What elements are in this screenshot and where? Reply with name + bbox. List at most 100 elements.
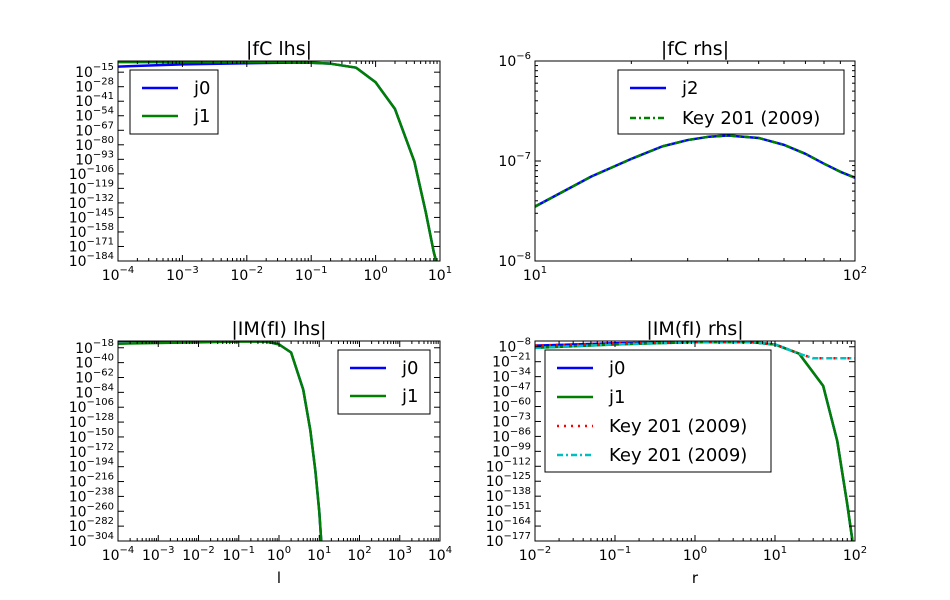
legend-label: j1 <box>193 106 210 127</box>
y-tick-label: 10−40 <box>75 353 114 372</box>
y-tick-label: 10−47 <box>492 382 531 401</box>
y-tick-label: 10−54 <box>75 106 114 125</box>
y-tick-label: 10−106 <box>69 397 114 416</box>
legend-label: j0 <box>193 78 210 99</box>
y-tick-label: 10−99 <box>492 441 531 460</box>
chart-title: |IM(fI) lhs| <box>231 318 326 340</box>
x-tick-label: 10−2 <box>182 545 215 564</box>
x-tick-label: 10−2 <box>231 265 264 284</box>
x-tick-label: 100 <box>267 545 291 564</box>
y-tick-label: 10−145 <box>69 207 114 226</box>
y-tick-label: 10−132 <box>69 193 114 212</box>
legend-box <box>544 349 772 473</box>
y-tick-label: 10−73 <box>492 411 531 430</box>
series-line-key-201-2009--1 <box>535 134 855 208</box>
y-tick-label: 10−184 <box>69 251 114 270</box>
series-line-j2-0 <box>535 134 855 208</box>
y-tick-label: 10−128 <box>69 412 114 431</box>
y-tick-label: 10−7 <box>498 151 531 170</box>
x-tick-label: 102 <box>843 545 867 564</box>
legend-label: Key 201 (2009) <box>682 108 820 129</box>
y-tick-label: 10−8 <box>498 337 531 356</box>
x-tick-label: 101 <box>763 545 787 564</box>
y-tick-label: 10−260 <box>69 501 114 520</box>
y-tick-label: 10−67 <box>75 120 114 139</box>
y-tick-label: 10−60 <box>492 397 531 416</box>
chart-title: |fC lhs| <box>246 38 312 60</box>
y-tick-label: 10−21 <box>492 352 531 371</box>
x-tick-label: 100 <box>683 545 707 564</box>
chart-title: |fC rhs| <box>661 38 729 60</box>
y-tick-label: 10−80 <box>75 135 114 154</box>
x-tick-label: 10−3 <box>166 265 199 284</box>
y-tick-label: 10−158 <box>69 222 114 241</box>
y-tick-label: 10−41 <box>75 91 114 110</box>
x-tick-label: 10−4 <box>102 265 135 284</box>
chart-panel-1: 10−4 10−3 10−2 10−1 100 10110−1510−2810−4110−… <box>69 38 452 284</box>
y-tick-label: 10−34 <box>492 367 531 386</box>
y-tick-label: 10−86 <box>492 426 531 445</box>
x-tick-label: 10−2 <box>519 545 552 564</box>
legend: j0 j1 Key 201 (2009) Key 201 (2009) <box>544 349 772 473</box>
y-tick-label: 10−177 <box>486 531 531 550</box>
legend-label: Key 201 (2009) <box>609 416 747 437</box>
x-tick-label: 10−1 <box>222 545 255 564</box>
y-tick-label: 10−18 <box>75 338 114 357</box>
y-tick-label: 10−150 <box>69 427 114 446</box>
y-tick-label: 10−62 <box>75 367 114 386</box>
x-axis-label: r <box>692 569 699 587</box>
legend-box <box>617 69 845 135</box>
y-tick-label: 10−216 <box>69 472 114 491</box>
x-tick-label: 100 <box>363 265 387 284</box>
y-tick-label: 10−84 <box>75 382 114 401</box>
y-tick-label: 10−282 <box>69 516 114 535</box>
x-axis-label: l <box>277 569 281 587</box>
x-tick-label: 101 <box>307 545 331 564</box>
y-tick-label: 10−106 <box>69 164 114 183</box>
x-tick-label: 104 <box>428 545 452 564</box>
x-tick-label: 10−4 <box>102 545 135 564</box>
chart-panel-2: 101 102 10−8 10−7 10−6 |fC rhs| j2 Key 201 (200… <box>498 38 867 284</box>
y-tick-label: 10−28 <box>75 77 114 96</box>
y-tick-label: 10−172 <box>69 442 114 461</box>
y-tick-label: 10−112 <box>486 456 531 475</box>
series-line-j0-0 <box>118 341 323 541</box>
series-line-j1-1 <box>118 341 323 541</box>
x-tick-label: 101 <box>523 265 547 284</box>
y-tick-label: 10−125 <box>486 471 531 490</box>
x-tick-label: 103 <box>388 545 412 564</box>
legend: j2 Key 201 (2009) <box>617 69 845 135</box>
y-tick-label: 10−15 <box>75 62 114 81</box>
legend-label: j2 <box>681 78 698 99</box>
legend-box <box>337 349 431 415</box>
y-tick-label: 10−194 <box>69 457 114 476</box>
legend-label: j1 <box>608 387 625 408</box>
x-tick-label: 102 <box>347 545 371 564</box>
y-tick-label: 10−8 <box>498 251 531 270</box>
y-tick-label: 10−238 <box>69 486 114 505</box>
legend-label: j0 <box>608 358 625 379</box>
chart-title: |IM(fI) rhs| <box>646 318 743 340</box>
legend-box <box>129 69 219 135</box>
x-tick-label: 10−1 <box>295 265 328 284</box>
legend-label: j0 <box>401 358 418 379</box>
y-tick-label: 10−171 <box>69 236 114 255</box>
legend-label: Key 201 (2009) <box>609 445 747 466</box>
x-tick-label: 101 <box>428 265 452 284</box>
x-tick-label: 10−3 <box>142 545 175 564</box>
axes-frame <box>117 60 441 262</box>
y-tick-label: 10−151 <box>486 501 531 520</box>
y-tick-label: 10−6 <box>498 51 531 70</box>
y-tick-label: 10−119 <box>69 178 114 197</box>
legend-label: j1 <box>401 386 418 407</box>
y-tick-label: 10−164 <box>486 516 531 535</box>
y-tick-label: 10−304 <box>69 531 114 550</box>
chart-panel-3: 10−4 10−3 10−2 10−1 100 101 102 103 104 10−1810−4… <box>69 318 452 587</box>
y-tick-label: 10−138 <box>486 486 531 505</box>
y-tick-label: 10−93 <box>75 149 114 168</box>
x-tick-label: 102 <box>843 265 867 284</box>
x-tick-label: 10−1 <box>599 545 632 564</box>
chart-panel-4: 10−2 10−1 100 101 102 10−810−2110−3410−4710−6… <box>486 318 867 587</box>
